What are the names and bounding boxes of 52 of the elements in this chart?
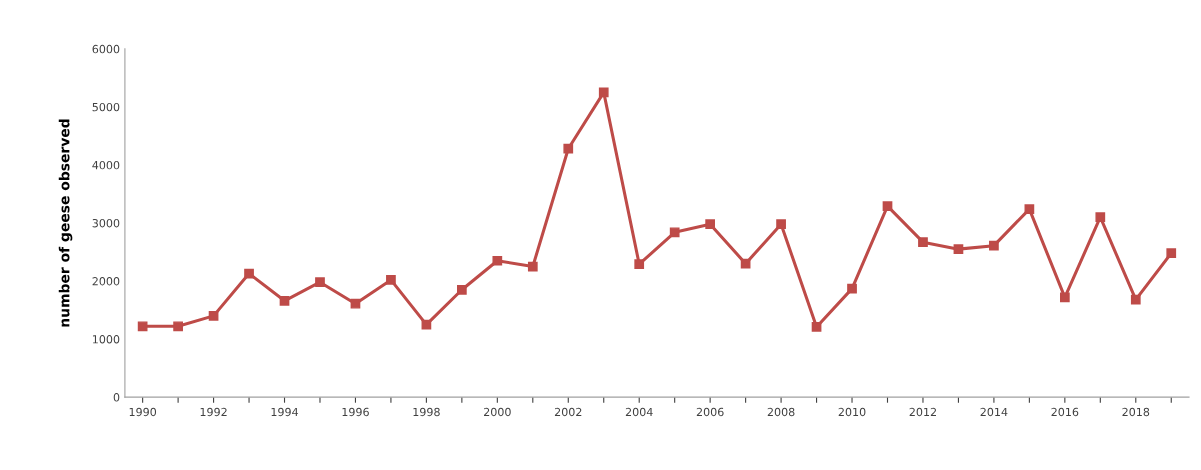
x-tick-label: 2006 [696,407,724,417]
y-tick-label: 0 [113,393,120,402]
point [598,87,609,98]
point [244,268,254,279]
y-tick-label: 2000 [92,277,120,286]
point [634,259,645,270]
x-tick-label: 1992 [200,407,227,417]
point [492,255,503,266]
point [1095,212,1106,223]
point [918,237,928,248]
x-tick-label: 2002 [554,407,582,417]
point [811,322,822,332]
point [527,261,538,272]
point [457,284,467,295]
point [137,321,148,332]
x-tick-label: 2008 [767,407,795,417]
y-axis-title: number of geese observed [58,119,73,327]
point [705,219,716,230]
point [953,244,964,254]
y-tick-label: 3000 [92,218,120,228]
point [563,143,574,154]
y-tick-label: 6000 [92,44,120,54]
x-tick-label: 1990 [129,407,157,417]
point [669,227,680,238]
point [386,275,396,285]
point [315,277,325,288]
x-tick-label: 2016 [1051,407,1079,417]
point [882,201,893,212]
point [989,240,999,251]
x-tick-label: 2014 [980,407,1008,417]
point [350,298,361,309]
point [1059,292,1070,303]
x-tick-label: 2018 [1122,407,1150,417]
point [173,321,183,332]
x-tick-label: 2004 [625,407,653,417]
point [776,219,786,230]
y-tick-label: 4000 [92,160,120,170]
point [1130,294,1141,305]
point [740,258,751,269]
x-tick-label: 2000 [484,407,511,417]
point [1166,248,1177,259]
x-tick-label: 1998 [413,407,440,417]
y-tick-label: 1000 [92,335,120,344]
x-tick-label: 1994 [271,407,299,417]
point [208,311,219,321]
x-tick-label: 1996 [342,407,369,417]
point [1024,204,1035,214]
point [847,283,857,294]
point [279,295,290,306]
x-tick-label: 2010 [838,407,866,417]
y-tick-label: 5000 [92,102,120,112]
x-tick-label: 2012 [909,407,936,417]
